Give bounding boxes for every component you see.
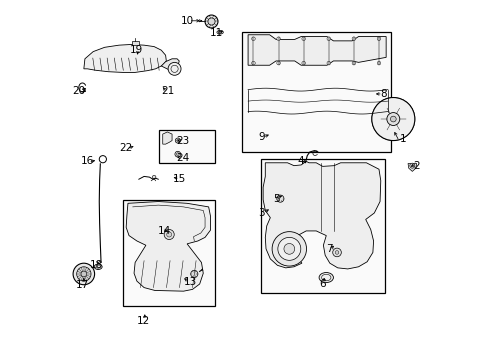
Bar [260,159,384,293]
Circle shape [386,113,399,126]
Text: 7: 7 [326,244,332,254]
Polygon shape [126,202,210,291]
Circle shape [326,37,330,41]
Circle shape [326,61,330,65]
Text: 2: 2 [412,161,419,171]
Circle shape [176,139,179,141]
Text: 4: 4 [297,156,304,166]
Polygon shape [247,35,386,65]
Polygon shape [407,163,416,171]
Circle shape [73,263,94,285]
Polygon shape [161,59,179,69]
Circle shape [271,231,306,266]
Text: 3: 3 [258,208,264,218]
Bar [241,32,390,152]
Circle shape [276,37,280,41]
Bar [123,200,215,306]
Circle shape [77,267,91,281]
Circle shape [164,229,174,239]
Text: 5: 5 [272,194,279,204]
Circle shape [166,232,171,237]
Polygon shape [163,132,172,144]
Text: 12: 12 [137,316,150,325]
Circle shape [251,61,255,65]
Circle shape [81,271,86,277]
Text: 14: 14 [158,226,171,236]
Circle shape [168,62,181,75]
Text: 13: 13 [183,277,196,287]
Ellipse shape [94,264,102,270]
Bar [131,41,139,45]
Circle shape [351,61,355,65]
Circle shape [284,243,294,254]
Circle shape [276,61,280,65]
Circle shape [332,248,341,257]
Circle shape [335,251,338,254]
Text: 16: 16 [81,156,94,166]
Circle shape [409,163,414,168]
Circle shape [175,151,180,157]
Circle shape [190,270,198,278]
Text: 19: 19 [129,45,142,55]
Text: 15: 15 [172,174,185,184]
Text: 23: 23 [176,136,189,146]
Circle shape [251,37,255,41]
Bar [159,130,215,163]
Text: 11: 11 [209,28,223,38]
Circle shape [351,37,355,41]
Ellipse shape [319,273,333,283]
Text: 10: 10 [180,16,193,26]
Text: 20: 20 [72,86,85,96]
Circle shape [175,138,180,143]
Circle shape [204,15,218,28]
Circle shape [301,61,305,65]
Circle shape [276,195,284,202]
Text: 18: 18 [90,260,103,270]
Ellipse shape [321,274,330,281]
Circle shape [389,116,395,122]
Circle shape [371,98,414,140]
Circle shape [207,18,215,25]
Circle shape [301,37,305,41]
Text: 24: 24 [176,153,189,163]
Text: 22: 22 [119,143,132,153]
Text: 1: 1 [399,134,406,144]
Text: 21: 21 [161,86,174,96]
Polygon shape [83,44,166,72]
Circle shape [277,237,300,260]
Ellipse shape [96,265,100,268]
Circle shape [176,153,179,156]
Circle shape [376,61,380,65]
Text: 8: 8 [380,89,386,99]
Text: 9: 9 [258,132,264,142]
Circle shape [376,37,380,41]
Circle shape [152,175,156,179]
Text: 6: 6 [319,279,325,289]
Ellipse shape [217,31,223,34]
Text: 17: 17 [76,280,89,290]
Polygon shape [263,161,380,269]
